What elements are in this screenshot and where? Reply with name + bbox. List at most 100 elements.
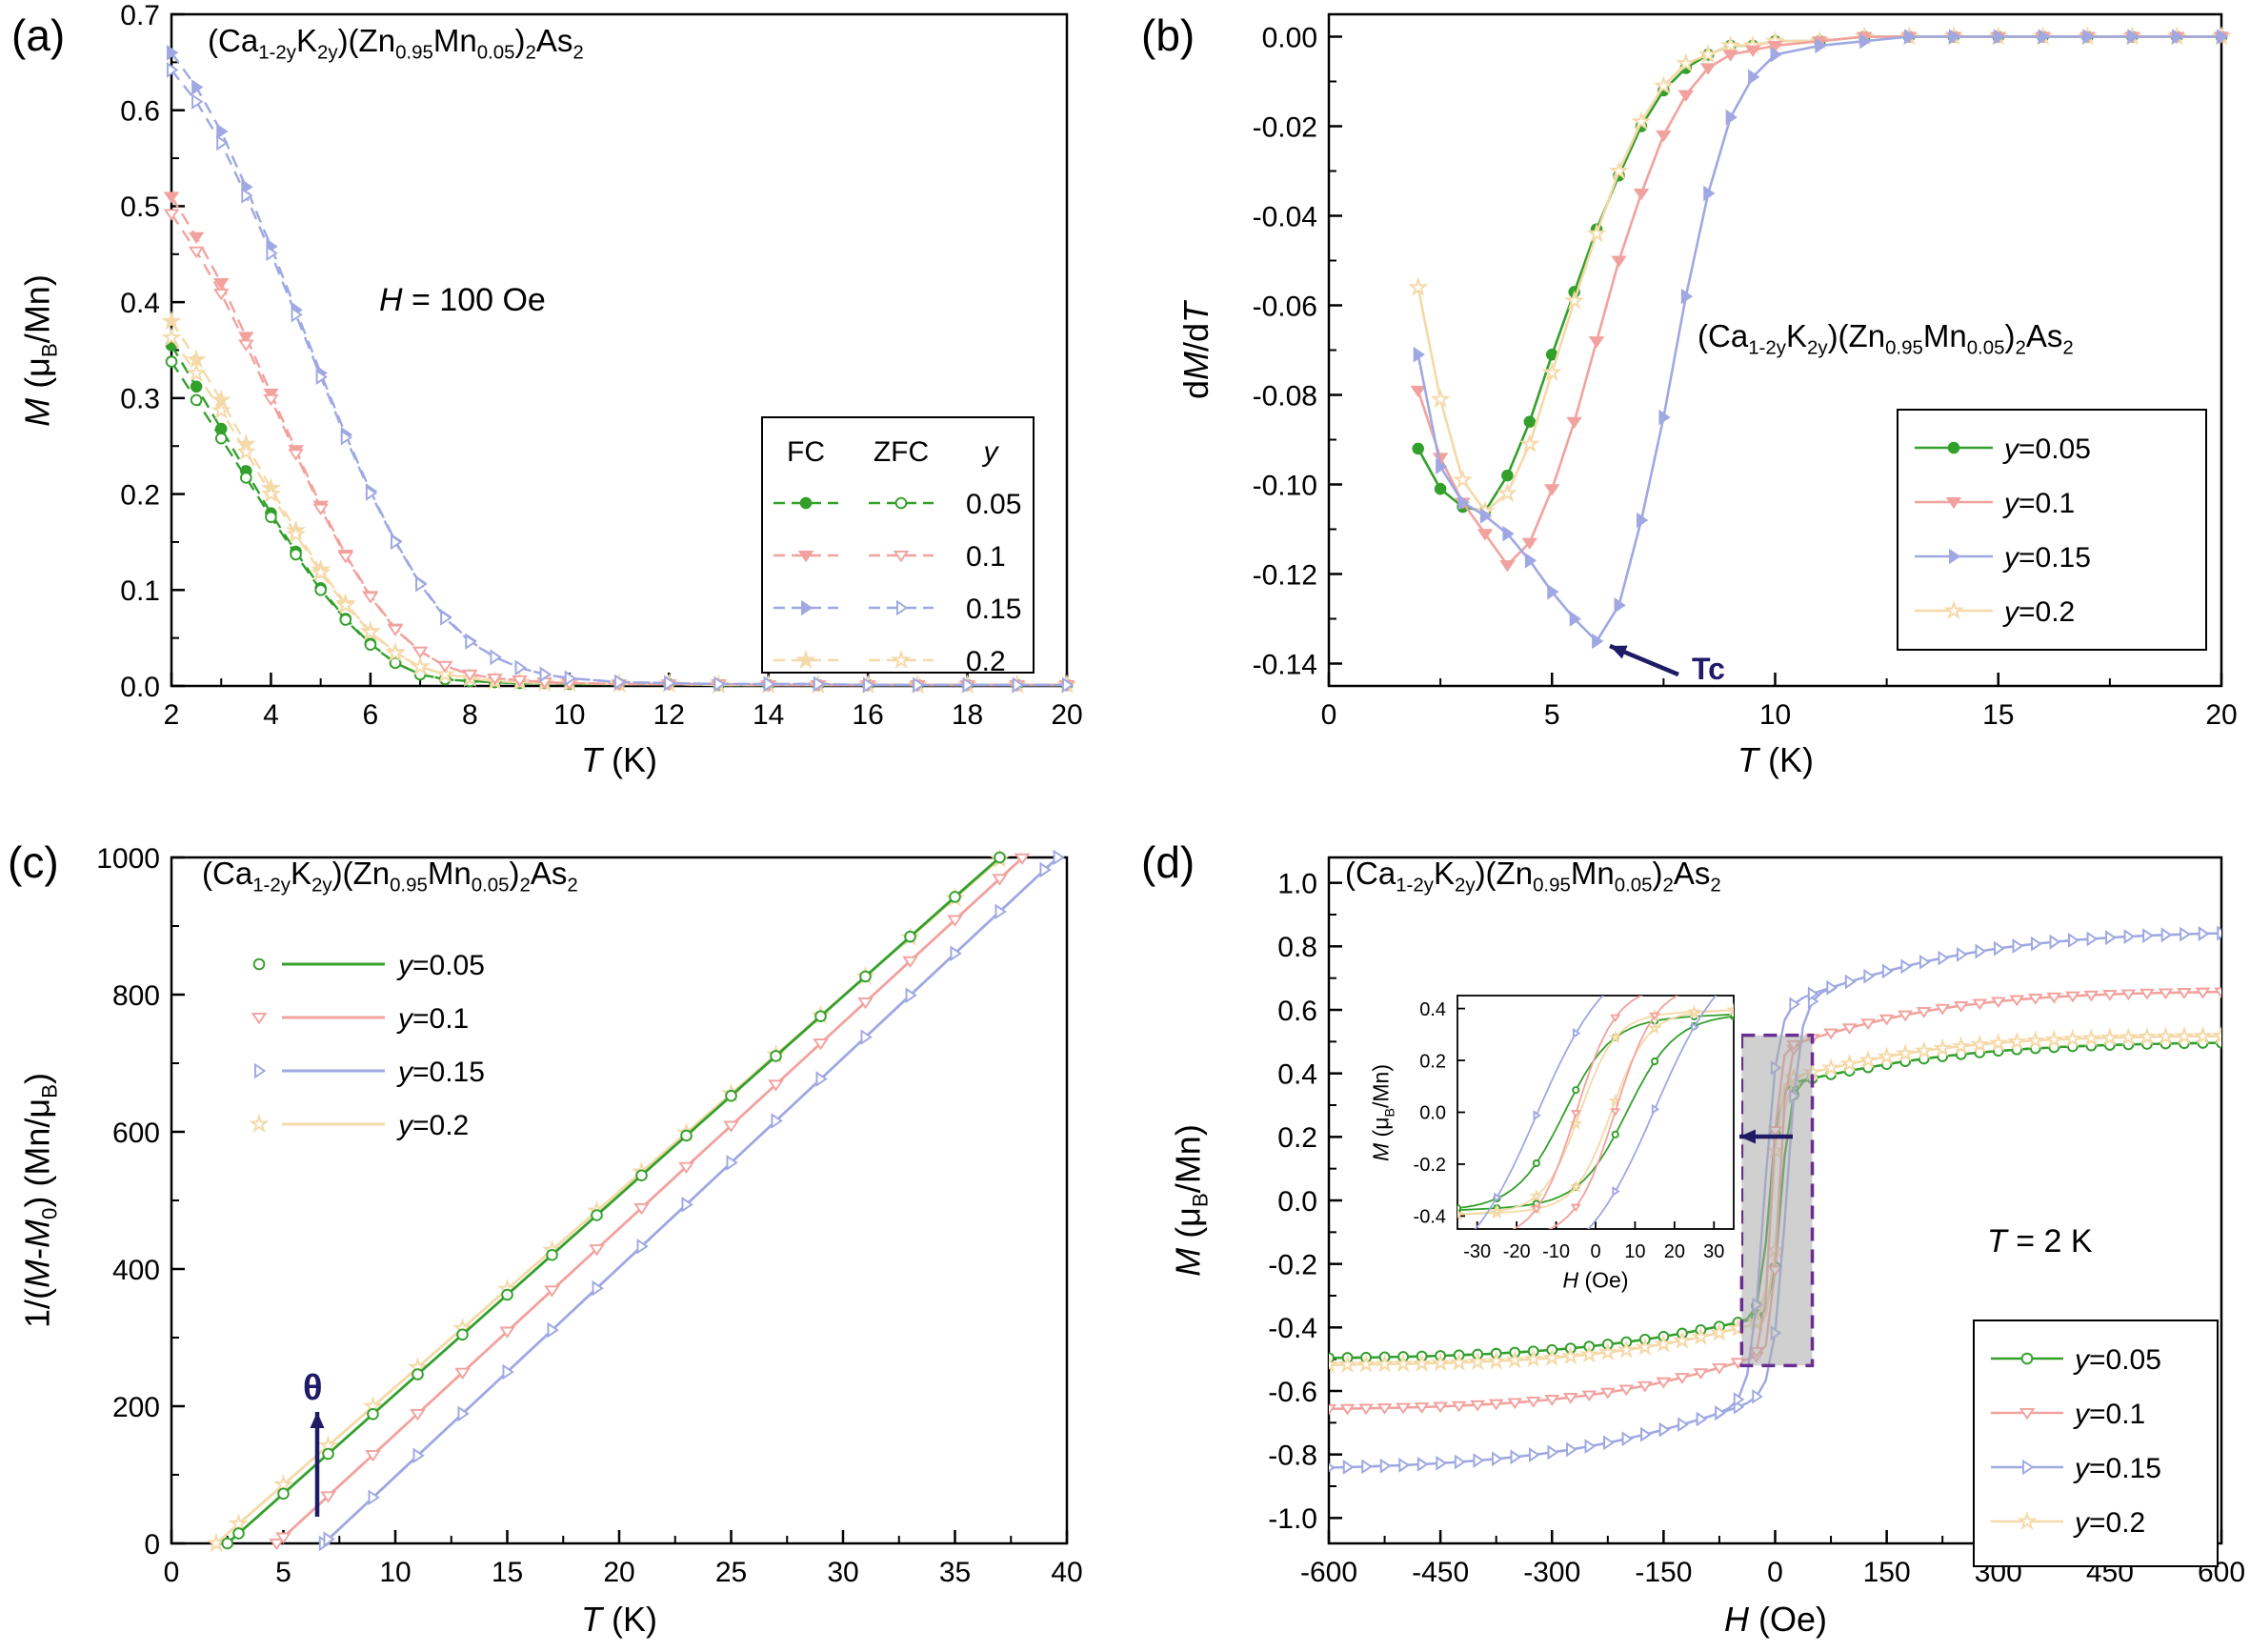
svg-text:0.2: 0.2 bbox=[120, 479, 160, 511]
panel-d-series bbox=[1329, 925, 2221, 1475]
svg-text:y=0.15: y=0.15 bbox=[396, 1057, 485, 1088]
svg-text:30: 30 bbox=[827, 1557, 858, 1588]
svg-text:y=0.15: y=0.15 bbox=[2002, 542, 2091, 574]
tc-annotation: Tc bbox=[1692, 652, 1725, 686]
panel-b-y-axis-title: dM/dT bbox=[1176, 301, 1215, 400]
panel-d-x-axis-title: H (Oe) bbox=[1723, 1600, 1828, 1639]
panel-a-formula: (Ca1-2yK2y)(Zn0.95Mn0.05)2As2 bbox=[208, 23, 584, 64]
svg-text:20: 20 bbox=[2205, 699, 2237, 731]
svg-text:y=0.05: y=0.05 bbox=[2002, 433, 2091, 465]
svg-text:0.2: 0.2 bbox=[966, 646, 1006, 677]
svg-text:12: 12 bbox=[653, 699, 685, 731]
panel-d-highlight-region bbox=[1739, 1033, 1815, 1368]
svg-text:20: 20 bbox=[1051, 699, 1082, 731]
svg-text:-0.4: -0.4 bbox=[1414, 1207, 1446, 1228]
svg-text:y=0.15: y=0.15 bbox=[2073, 1453, 2161, 1484]
svg-text:0.0: 0.0 bbox=[1277, 1186, 1317, 1218]
panel-b-tc-arrow bbox=[1609, 643, 1679, 677]
svg-text:y=0.2: y=0.2 bbox=[2073, 1507, 2145, 1539]
panel-a-legend: FC ZFC y 0.05 0.1 0.15 0.2 bbox=[761, 416, 1035, 677]
svg-text:-0.08: -0.08 bbox=[1253, 380, 1317, 412]
panel-b-series bbox=[1408, 26, 2232, 650]
inset-y-axis-title: M (μB/Mn) bbox=[1368, 1064, 1398, 1161]
panel-d-label: (d) bbox=[1141, 837, 1195, 887]
panel-d-inset-arrow bbox=[1739, 1129, 1793, 1144]
svg-text:16: 16 bbox=[852, 699, 883, 731]
svg-text:0.4: 0.4 bbox=[1277, 1058, 1317, 1090]
svg-text:6: 6 bbox=[363, 699, 379, 731]
svg-text:150: 150 bbox=[1863, 1557, 1911, 1588]
svg-text:-600: -600 bbox=[1300, 1557, 1357, 1588]
svg-text:FC: FC bbox=[787, 436, 825, 468]
svg-text:y=0.1: y=0.1 bbox=[2073, 1399, 2145, 1430]
svg-text:10: 10 bbox=[1759, 699, 1791, 731]
svg-text:0: 0 bbox=[1321, 699, 1337, 731]
panel-a-x-axis-title: T (K) bbox=[581, 740, 657, 779]
svg-text:0.1: 0.1 bbox=[966, 541, 1006, 573]
panel-c-y-axis-title: 1/(M-M0) (Mn/μB) bbox=[17, 1072, 62, 1329]
svg-text:-20: -20 bbox=[1503, 1241, 1531, 1262]
svg-text:200: 200 bbox=[112, 1392, 160, 1423]
svg-text:-30: -30 bbox=[1463, 1241, 1491, 1262]
svg-text:600: 600 bbox=[112, 1118, 160, 1149]
svg-text:15: 15 bbox=[1982, 699, 2014, 731]
panel-d-inset-series bbox=[1457, 996, 1734, 1229]
panel-c-label: (c) bbox=[8, 837, 59, 887]
panel-d-legend: y=0.05 y=0.1 y=0.15 y=0.2 bbox=[1973, 1320, 2219, 1567]
svg-text:y=0.2: y=0.2 bbox=[2002, 596, 2075, 628]
temperature-annotation: T = 2 K bbox=[1987, 1223, 2093, 1259]
svg-text:0.4: 0.4 bbox=[120, 288, 160, 319]
svg-text:800: 800 bbox=[112, 980, 160, 1012]
panel-c-theta-arrow bbox=[310, 1412, 325, 1517]
svg-text:0.15: 0.15 bbox=[966, 594, 1021, 625]
svg-text:0.2: 0.2 bbox=[1277, 1122, 1317, 1154]
svg-text:y=0.05: y=0.05 bbox=[2073, 1344, 2161, 1376]
panel-d-y-axis-title: M (μB/Mn) bbox=[1168, 1124, 1213, 1277]
svg-text:0.8: 0.8 bbox=[1277, 932, 1317, 963]
svg-text:-450: -450 bbox=[1412, 1557, 1469, 1588]
svg-text:10: 10 bbox=[553, 699, 585, 731]
panel-c-formula: (Ca1-2yK2y)(Zn0.95Mn0.05)2As2 bbox=[202, 856, 578, 897]
svg-text:-10: -10 bbox=[1542, 1241, 1570, 1262]
svg-text:-0.04: -0.04 bbox=[1253, 201, 1317, 232]
svg-text:1000: 1000 bbox=[96, 843, 160, 875]
svg-text:ZFC: ZFC bbox=[874, 436, 929, 468]
svg-text:0: 0 bbox=[164, 1557, 180, 1588]
svg-text:-0.2: -0.2 bbox=[1414, 1155, 1446, 1176]
svg-text:-0.06: -0.06 bbox=[1253, 291, 1317, 322]
svg-text:0.4: 0.4 bbox=[1419, 999, 1446, 1020]
panel-a-series bbox=[161, 44, 1077, 695]
svg-text:20: 20 bbox=[603, 1557, 634, 1588]
svg-text:-0.4: -0.4 bbox=[1268, 1313, 1317, 1344]
svg-text:-0.02: -0.02 bbox=[1253, 111, 1317, 143]
svg-text:0.05: 0.05 bbox=[966, 489, 1021, 520]
svg-text:y=0.05: y=0.05 bbox=[396, 950, 485, 981]
panel-b-x-axis-title: T (K) bbox=[1738, 740, 1814, 779]
svg-text:0.00: 0.00 bbox=[1262, 22, 1317, 53]
svg-text:-0.2: -0.2 bbox=[1268, 1249, 1317, 1280]
svg-text:-0.14: -0.14 bbox=[1253, 649, 1317, 680]
svg-text:-0.12: -0.12 bbox=[1253, 559, 1317, 591]
svg-text:-0.10: -0.10 bbox=[1253, 470, 1317, 501]
panel-c-series bbox=[206, 848, 1065, 1553]
svg-text:35: 35 bbox=[939, 1557, 971, 1588]
svg-text:-0.8: -0.8 bbox=[1268, 1440, 1317, 1471]
panel-b-formula: (Ca1-2yK2y)(Zn0.95Mn0.05)2As2 bbox=[1698, 318, 2074, 359]
svg-text:y=0.1: y=0.1 bbox=[396, 1003, 469, 1035]
svg-text:30: 30 bbox=[1703, 1241, 1724, 1262]
panel-b-label: (b) bbox=[1141, 10, 1195, 60]
svg-text:25: 25 bbox=[715, 1557, 747, 1588]
inset-x-axis-title: H (Oe) bbox=[1562, 1267, 1629, 1293]
svg-text:0.6: 0.6 bbox=[1277, 996, 1317, 1027]
svg-text:0.1: 0.1 bbox=[120, 575, 160, 607]
svg-text:y: y bbox=[982, 436, 1000, 468]
svg-text:0: 0 bbox=[144, 1529, 160, 1561]
svg-text:14: 14 bbox=[753, 699, 784, 731]
panel-b-legend: y=0.05 y=0.1 y=0.15 y=0.2 bbox=[1897, 409, 2207, 651]
svg-text:0.5: 0.5 bbox=[120, 191, 160, 223]
svg-text:-0.6: -0.6 bbox=[1268, 1377, 1317, 1408]
svg-text:10: 10 bbox=[379, 1557, 411, 1588]
svg-text:5: 5 bbox=[1544, 699, 1560, 731]
